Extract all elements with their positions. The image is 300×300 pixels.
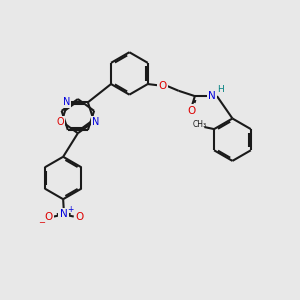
Text: N: N xyxy=(60,209,68,220)
Text: N: N xyxy=(208,91,216,101)
Text: O: O xyxy=(75,212,83,222)
Text: N: N xyxy=(92,117,99,127)
Text: CH₃: CH₃ xyxy=(192,121,206,130)
Text: −: − xyxy=(38,218,45,227)
Text: H: H xyxy=(217,85,224,94)
Text: O: O xyxy=(188,106,196,116)
Text: O: O xyxy=(44,212,52,222)
Text: O: O xyxy=(56,117,64,127)
Text: O: O xyxy=(158,80,166,91)
Text: N: N xyxy=(63,97,70,107)
Text: +: + xyxy=(67,205,74,214)
